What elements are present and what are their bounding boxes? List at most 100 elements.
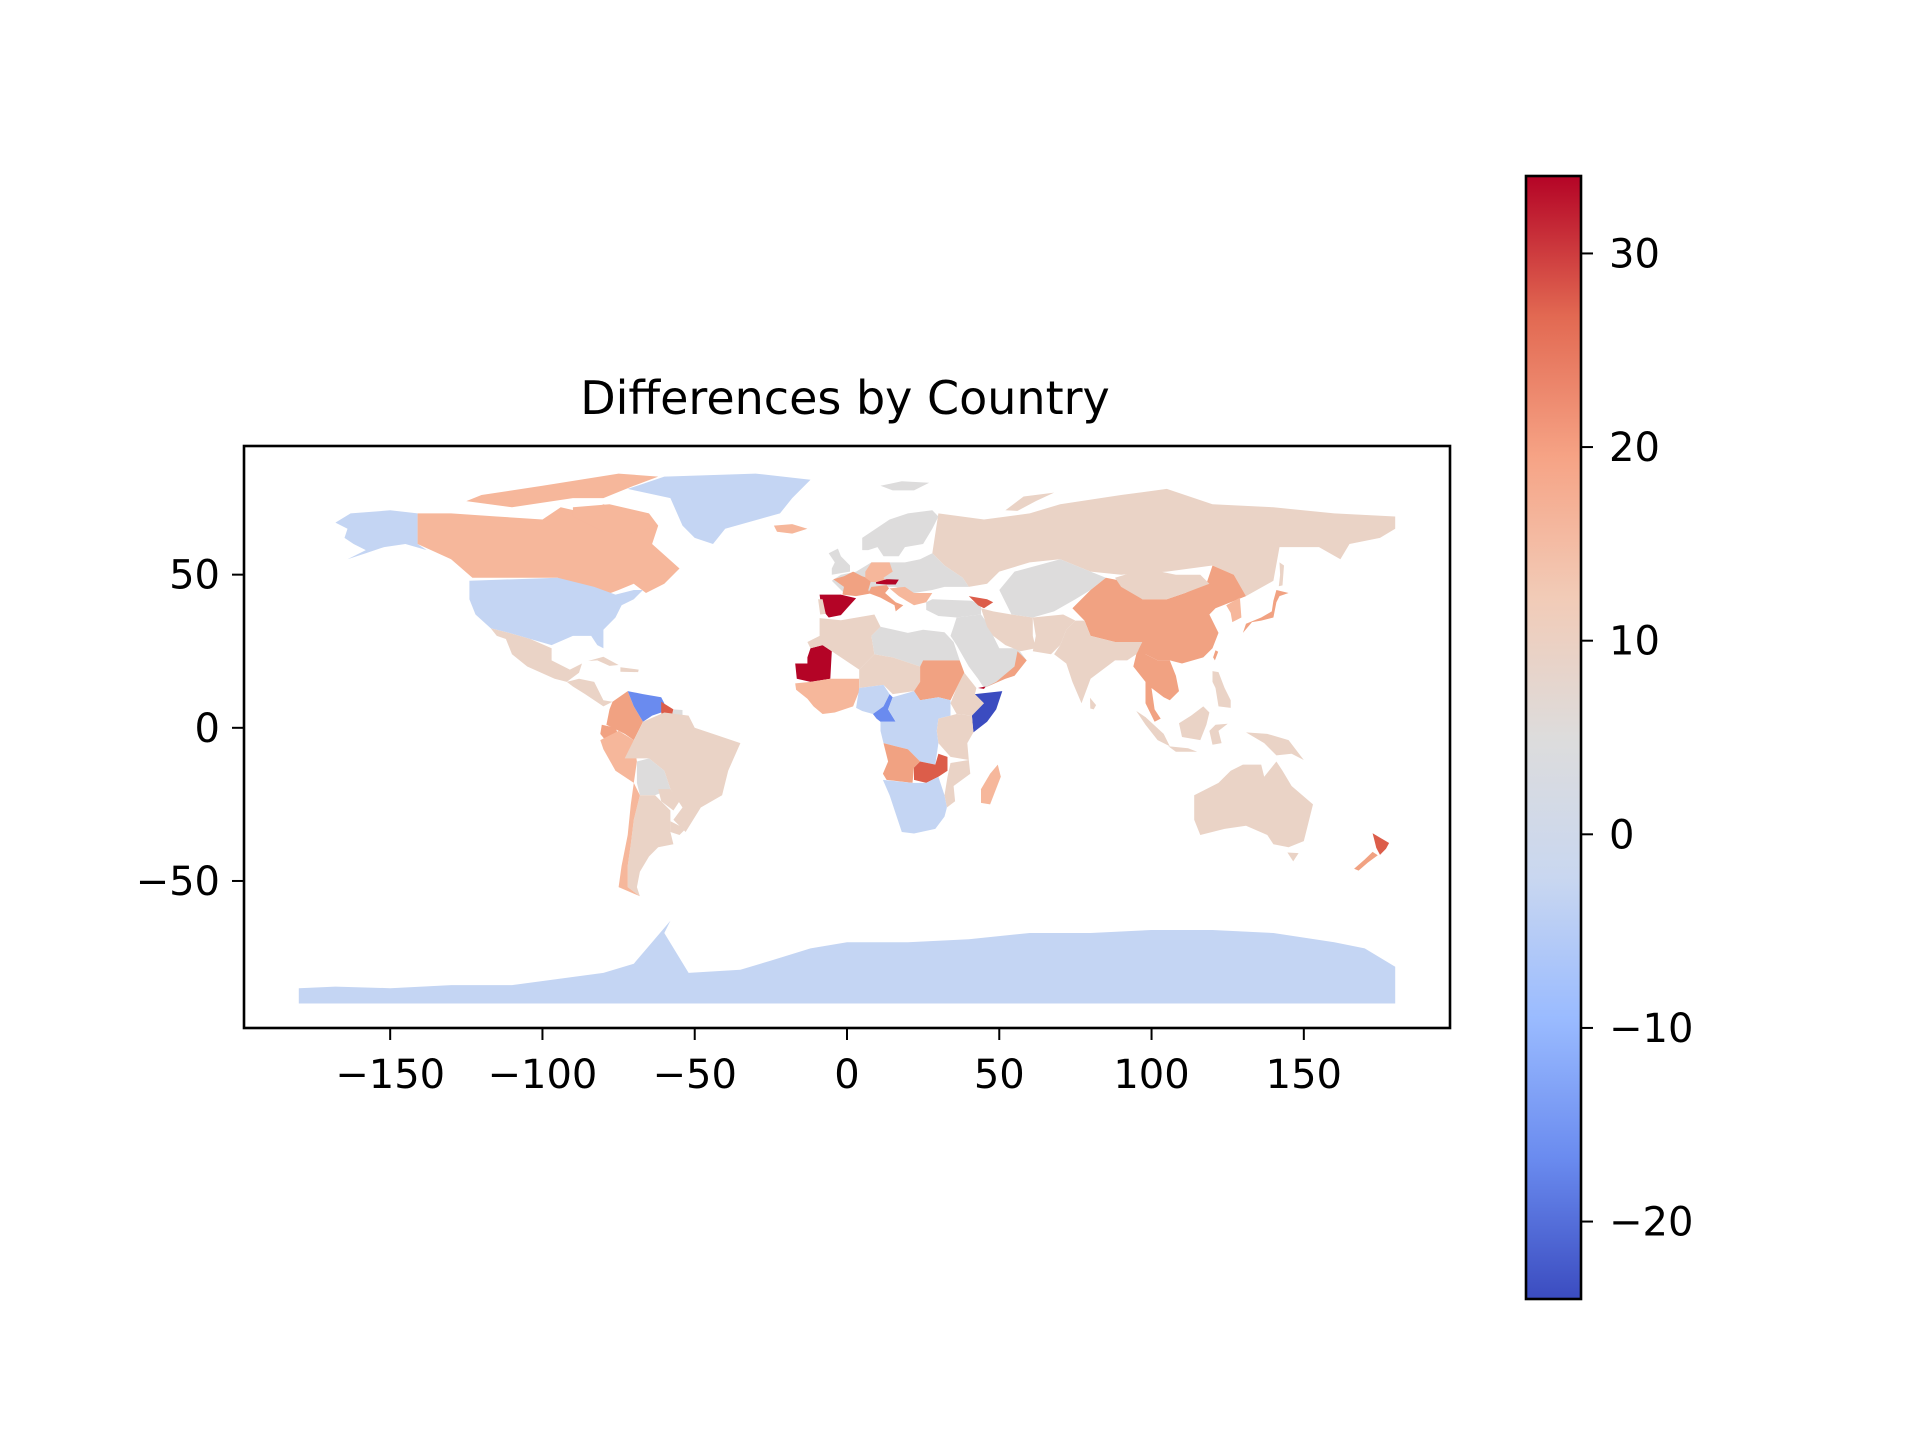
region-mauritania — [795, 645, 832, 682]
x-tick-label: 100 — [1113, 1052, 1189, 1098]
region-balkans — [889, 586, 933, 606]
region-uruguay — [670, 821, 686, 835]
region-central-africa — [880, 691, 951, 765]
region-central-asia — [999, 559, 1106, 618]
region-peru — [600, 730, 637, 783]
region-madagascar — [981, 764, 1001, 805]
region-chile — [618, 782, 640, 897]
colorbar — [1524, 174, 1583, 1301]
region-svalbard — [880, 481, 930, 491]
region-tasmania — [1287, 852, 1299, 862]
map-plot-area — [298, 473, 1396, 1004]
region-india — [1054, 620, 1143, 704]
region-sri-lanka — [1090, 697, 1097, 710]
region-mexico — [490, 628, 582, 682]
y-tick-label: 50 — [169, 553, 220, 599]
region-cuba — [588, 656, 619, 666]
region-southern-africa — [882, 776, 947, 834]
region-new-guinea — [1246, 732, 1304, 760]
region-korea — [1226, 597, 1242, 623]
region-baffin — [572, 504, 659, 535]
region-paraguay — [658, 789, 680, 811]
country-regions — [298, 473, 1396, 1004]
region-ecuador — [600, 724, 618, 742]
region-sulawesi — [1209, 723, 1228, 745]
region-new-zealand-s — [1354, 851, 1378, 871]
region-maghreb — [807, 614, 881, 670]
colorbar-tick-label: 0 — [1609, 812, 1634, 858]
region-sudan — [914, 660, 965, 701]
region-alaska — [335, 510, 427, 560]
region-france — [833, 571, 872, 597]
region-ethiopia — [950, 672, 984, 716]
x-tick-label: 50 — [974, 1052, 1025, 1098]
region-argentina — [627, 795, 674, 897]
region-oman-yemen — [984, 651, 1027, 688]
region-caucasus — [968, 596, 994, 609]
region-mongolia — [1115, 568, 1210, 600]
colorbar-tick-label: 30 — [1609, 231, 1660, 277]
region-scandinavia — [862, 510, 939, 557]
x-tick-label: −100 — [488, 1052, 598, 1098]
region-antarctica — [298, 920, 1396, 1004]
region-italy — [868, 585, 904, 612]
region-nigeria — [856, 684, 890, 714]
region-niger-chad — [859, 654, 921, 695]
region-bolivia — [636, 758, 671, 796]
region-indonesia-w — [1136, 711, 1170, 747]
region-libya-egypt — [871, 626, 960, 667]
region-united-states — [469, 577, 643, 649]
x-axis-ticks: −150 −100 −50 0 50 100 150 — [335, 1028, 1342, 1098]
region-taiwan — [1213, 650, 1219, 661]
region-japan — [1242, 590, 1289, 633]
region-sakhalin — [1278, 562, 1284, 587]
region-portugal — [818, 599, 826, 615]
colorbar-tick-label: −20 — [1609, 1200, 1693, 1246]
colorbar-tick-label: 10 — [1609, 619, 1660, 665]
colorbar-ticks: 30 20 10 0 −10 −20 — [1581, 231, 1693, 1246]
region-afghanistan-pakistan — [1032, 614, 1076, 655]
region-spain — [819, 594, 857, 618]
y-axis-ticks: 50 0 −50 — [136, 553, 244, 905]
region-austria — [875, 579, 899, 585]
x-tick-label: −150 — [335, 1052, 445, 1098]
region-colombia — [606, 691, 643, 741]
colorbar-tick-label: 20 — [1609, 425, 1660, 471]
region-yemen-tip — [978, 686, 986, 689]
region-philippines — [1212, 671, 1231, 708]
region-china — [1072, 565, 1246, 664]
region-iceland — [773, 524, 808, 534]
region-greenland — [627, 473, 811, 544]
region-west-africa — [795, 678, 860, 714]
region-germany — [865, 562, 893, 583]
region-mozambique — [944, 760, 971, 808]
region-hispaniola — [620, 667, 639, 673]
y-tick-label: 0 — [195, 706, 220, 752]
region-angola — [882, 743, 921, 783]
region-brazil — [624, 712, 741, 832]
region-novaya-zemlya — [1005, 492, 1055, 511]
region-somalia — [971, 691, 1003, 733]
region-russia — [932, 488, 1396, 597]
region-arctic-islands — [466, 473, 659, 508]
region-zambia — [914, 753, 948, 783]
region-iran — [981, 608, 1036, 652]
region-borneo — [1179, 706, 1210, 741]
region-turkey — [926, 599, 981, 618]
region-new-zealand-n — [1372, 833, 1390, 855]
chart-title: Differences by Country — [580, 371, 1110, 425]
region-middle-east — [950, 614, 1027, 688]
y-tick-label: −50 — [136, 859, 220, 905]
region-cameroon — [872, 694, 896, 722]
region-java — [1168, 746, 1198, 752]
colorbar-tick-label: −10 — [1609, 1006, 1693, 1052]
x-tick-label: 0 — [834, 1052, 859, 1098]
region-uk — [828, 548, 850, 575]
region-central-america — [566, 678, 613, 707]
region-australia — [1194, 761, 1313, 848]
region-venezuela — [627, 691, 665, 722]
x-tick-label: −50 — [653, 1052, 737, 1098]
region-east-africa — [936, 714, 974, 760]
region-southeast-asia — [1133, 642, 1179, 722]
